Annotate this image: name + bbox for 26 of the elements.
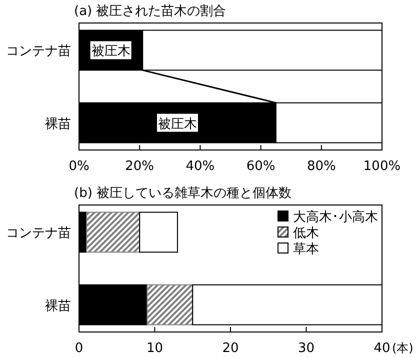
series-label: 被圧木	[91, 44, 130, 60]
legend-label: 草本	[293, 242, 319, 257]
chart-title: (a) 被圧された苗木の割合	[74, 4, 226, 19]
x-tick-label: 0%	[68, 159, 90, 174]
x-tick-label: 40%	[186, 159, 215, 174]
x-tick-label: 10	[146, 341, 164, 356]
legend-label: 低木	[293, 226, 319, 241]
x-tick-label: 80%	[306, 159, 336, 174]
legend-label: 大高木･小高木	[293, 209, 378, 225]
y-tick-label: 裸苗	[45, 116, 71, 132]
chart-title: (b) 被圧している雑草木の種と個体数	[74, 186, 292, 201]
y-tick-label: コンテナ苗	[6, 226, 71, 242]
x-tick-label: 0	[74, 341, 84, 356]
y-tick-label: コンテナ苗	[6, 44, 71, 60]
x-tick-label: 20	[222, 341, 239, 356]
x-tick-label: 100%	[363, 159, 401, 174]
y-tick-label: 裸苗	[45, 298, 71, 314]
x-tick-label: 30	[298, 341, 315, 356]
x-tick-label: 20%	[125, 159, 154, 174]
x-tick-label: 40	[374, 341, 390, 356]
bar	[139, 212, 178, 253]
text: 被圧木	[158, 116, 197, 132]
bar	[146, 284, 194, 326]
x-axis-title: (本)	[392, 341, 414, 355]
bar	[86, 212, 140, 253]
x-tick-label: 60%	[246, 159, 276, 174]
